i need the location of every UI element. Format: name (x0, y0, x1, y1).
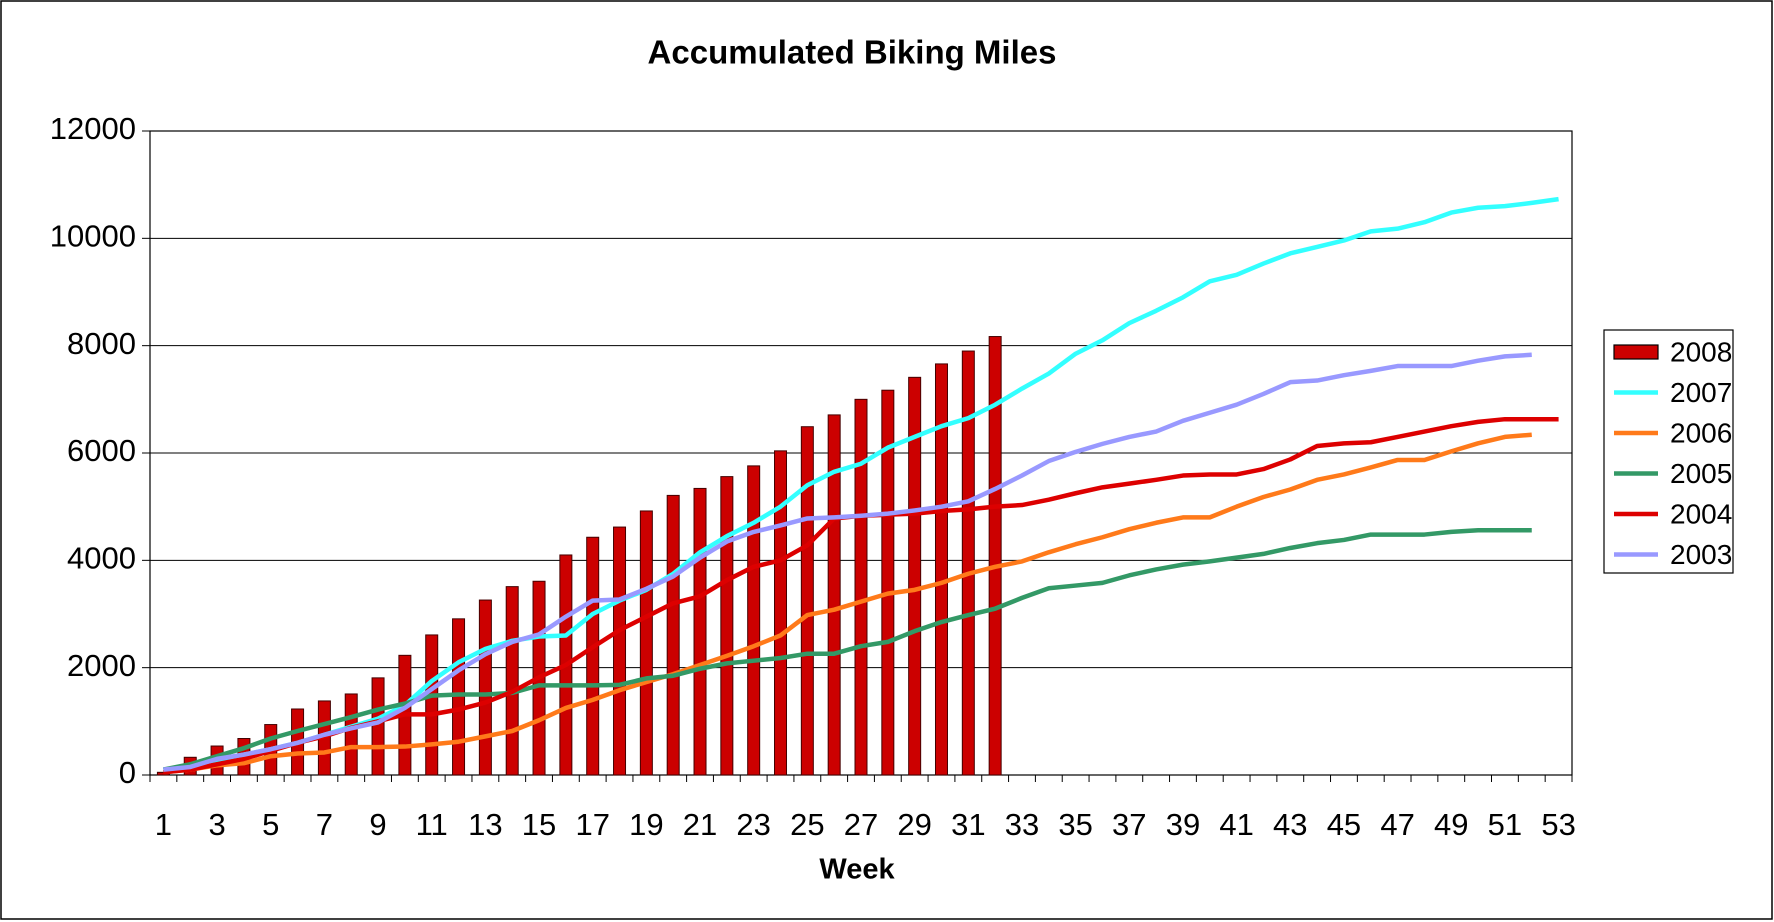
legend-label: 2008 (1670, 336, 1732, 367)
x-tick-label: 47 (1380, 807, 1414, 842)
y-tick-label: 4000 (67, 541, 136, 576)
x-tick-label: 27 (844, 807, 878, 842)
x-tick-label: 19 (629, 807, 663, 842)
x-tick-label: 15 (522, 807, 556, 842)
legend-swatch (1613, 344, 1659, 360)
x-tick-label: 17 (575, 807, 609, 842)
y-tick-label: 10000 (50, 219, 136, 254)
x-tick-label: 29 (897, 807, 931, 842)
x-tick-label: 23 (736, 807, 770, 842)
bar (720, 476, 734, 776)
bar (666, 494, 680, 776)
x-tick-label: 5 (262, 807, 279, 842)
x-tick-label: 3 (208, 807, 225, 842)
bar (505, 586, 519, 776)
x-tick-label: 43 (1273, 807, 1307, 842)
legend-label: 2005 (1670, 458, 1732, 489)
series-line (163, 352, 1532, 772)
bar (827, 414, 841, 776)
x-tick-label: 49 (1434, 807, 1468, 842)
bar (774, 450, 788, 776)
x-tick-label: 9 (369, 807, 386, 842)
x-tick-label: 13 (468, 807, 502, 842)
series-line (163, 196, 1559, 772)
y-tick-label: 6000 (67, 433, 136, 468)
series-line (163, 432, 1532, 775)
x-tick-label: 21 (683, 807, 717, 842)
bar (961, 350, 975, 776)
y-tick-label: 2000 (67, 648, 136, 683)
bar (478, 599, 492, 776)
bar (693, 487, 707, 776)
chart-title: Accumulated Biking Miles (648, 34, 1057, 71)
x-tick-label: 45 (1327, 807, 1361, 842)
bar (371, 677, 385, 776)
bar (934, 363, 948, 776)
bar (800, 426, 814, 776)
bar (639, 510, 653, 776)
x-tick-label: 33 (1005, 807, 1039, 842)
legend-label: 2006 (1670, 417, 1732, 448)
x-tick-label: 35 (1058, 807, 1092, 842)
y-tick-label: 12000 (50, 111, 136, 146)
bar (613, 526, 627, 776)
x-tick-label: 53 (1541, 807, 1575, 842)
bar (425, 634, 439, 776)
bar (881, 389, 895, 776)
x-axis-title: Week (819, 854, 895, 886)
x-tick-label: 25 (790, 807, 824, 842)
series-line (162, 528, 1532, 772)
bar (908, 376, 922, 776)
x-tick-label: 39 (1166, 807, 1200, 842)
y-tick-label: 8000 (67, 326, 136, 361)
bar (586, 536, 600, 776)
x-tick-label: 41 (1219, 807, 1253, 842)
legend-box (1603, 329, 1734, 574)
bar (988, 336, 1002, 776)
y-tick-label: 0 (119, 755, 136, 790)
x-tick-label: 11 (416, 807, 448, 842)
x-tick-label: 37 (1112, 807, 1146, 842)
x-tick-label: 51 (1488, 807, 1522, 842)
legend-label: 2007 (1670, 377, 1732, 408)
x-tick-label: 31 (951, 807, 985, 842)
legend-label: 2004 (1670, 498, 1732, 529)
x-tick-label: 7 (316, 807, 333, 842)
bar (854, 398, 868, 776)
bar (747, 465, 761, 776)
x-tick-label: 1 (155, 807, 172, 842)
legend-label: 2003 (1670, 539, 1732, 570)
bar (344, 693, 358, 776)
